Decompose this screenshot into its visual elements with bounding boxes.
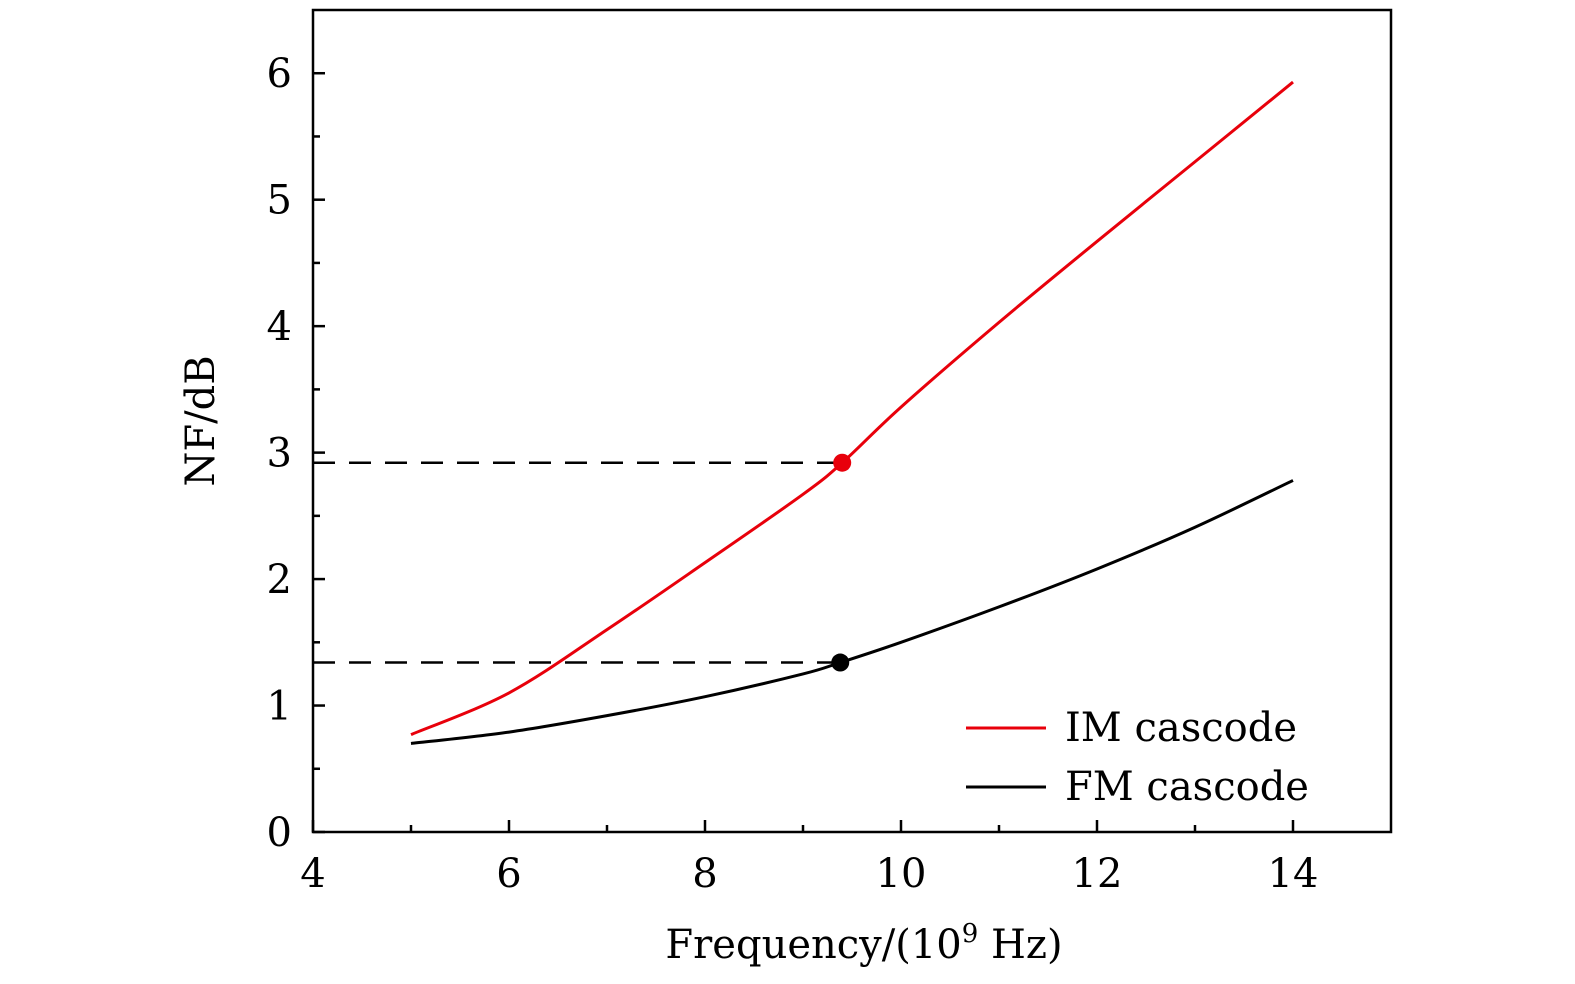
legend-label-im-cascode: IM cascode bbox=[1065, 705, 1297, 751]
series-line-im-cascode bbox=[410, 80, 1294, 737]
y-tick-label: 4 bbox=[267, 304, 292, 350]
x-axis-label-exponent: 9 bbox=[962, 919, 979, 949]
y-tick-label: 1 bbox=[267, 684, 292, 730]
x-tick-label: 12 bbox=[1072, 851, 1123, 897]
x-axis-label: Frequency/(109 Hz) bbox=[665, 919, 1062, 968]
highlight-point bbox=[833, 453, 852, 472]
legend: IM cascode FM cascode bbox=[966, 705, 1309, 810]
legend-label-fm-cascode: FM cascode bbox=[1065, 764, 1309, 810]
x-tick-label: 8 bbox=[692, 851, 717, 897]
x-axis-label-tail: Hz) bbox=[978, 922, 1062, 968]
x-tick-label: 6 bbox=[496, 851, 521, 897]
x-axis-label-main: Frequency/(10 bbox=[665, 922, 961, 968]
y-tick-label: 6 bbox=[267, 51, 292, 97]
y-tick-label: 2 bbox=[267, 557, 292, 603]
x-tick-label: 10 bbox=[876, 851, 927, 897]
x-tick-label: 4 bbox=[300, 851, 325, 897]
y-tick-label: 0 bbox=[267, 810, 292, 856]
y-tick-label: 5 bbox=[267, 178, 292, 224]
x-tick-label: 14 bbox=[1268, 851, 1319, 897]
y-tick-label: 3 bbox=[267, 431, 292, 477]
y-axis-label: NF/dB bbox=[178, 355, 224, 486]
plot-frame bbox=[311, 8, 1393, 834]
highlight-point bbox=[831, 653, 850, 672]
